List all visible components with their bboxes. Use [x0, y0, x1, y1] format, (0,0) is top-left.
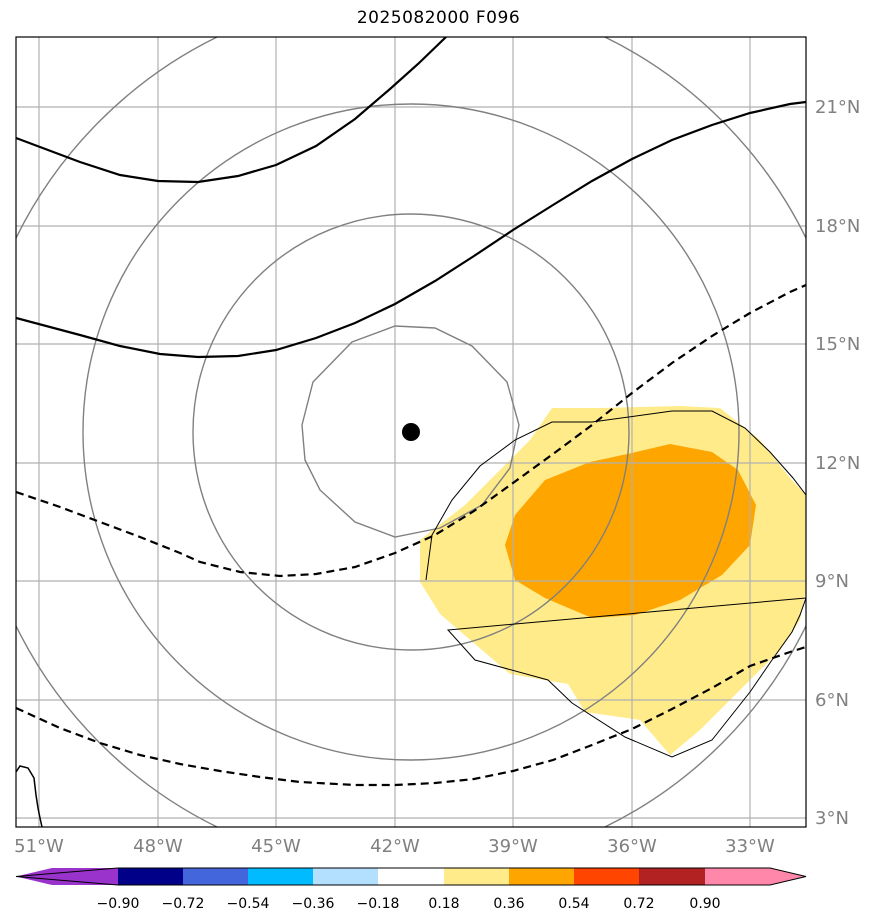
colorbar-segment: [313, 868, 378, 885]
colorbar-tick-label: 0.36: [493, 896, 524, 912]
colorbar-tick-label: 0.90: [689, 896, 720, 912]
colorbar-segment: [118, 868, 183, 885]
colorbar-segment: [378, 868, 444, 885]
colorbar: [15, 867, 807, 886]
colorbar-tick-label: −0.54: [227, 896, 270, 912]
colorbar-segment: [574, 868, 639, 885]
lon-label: 48°W: [133, 836, 183, 857]
colorbar-tick-label: −0.18: [357, 896, 400, 912]
map-frame: [15, 36, 807, 828]
colorbar-segment: [444, 868, 509, 885]
range-ring-2: [192, 213, 630, 651]
lat-label: 3°N: [815, 808, 849, 829]
storm-center-marker: [402, 423, 420, 441]
colorbar-segment: [183, 868, 248, 885]
shading-0.36-0.54: [505, 444, 756, 618]
range-ring-1: [301, 325, 520, 538]
lat-label: 6°N: [815, 690, 849, 711]
colorbar-segment: [639, 868, 705, 885]
colorbar-segment: [16, 868, 118, 885]
colorbar-tick-label: −0.72: [162, 896, 205, 912]
map-title: 2025082000 F096: [356, 8, 521, 28]
gridlines: [16, 37, 806, 827]
range-ring-3: [82, 103, 740, 761]
coastline: [16, 765, 43, 827]
thin-contour: [425, 410, 806, 758]
colorbar-labels: −0.90 −0.72 −0.54 −0.36 −0.18 0.18 0.36 …: [97, 896, 721, 912]
lat-label: 18°N: [815, 216, 860, 237]
colorbar-tick-label: 0.18: [428, 896, 459, 912]
colorbar-segment: [509, 868, 574, 885]
lon-label: 36°W: [607, 836, 657, 857]
lat-label: 12°N: [815, 453, 860, 474]
colorbar-segment: [705, 868, 806, 885]
range-rings: [16, 37, 806, 827]
lon-label: 42°W: [370, 836, 420, 857]
colorbar-tick-label: 0.54: [558, 896, 589, 912]
longitude-labels: 51°W 48°W 45°W 42°W 39°W 36°W 33°W: [14, 836, 775, 857]
lat-label: 15°N: [815, 334, 860, 355]
colorbar-outline: [15, 867, 807, 886]
latitude-labels: 3°N 6°N 9°N 12°N 15°N 18°N 21°N: [815, 97, 860, 829]
dashed-contours: [16, 283, 806, 787]
map-plot-area: [16, 37, 806, 827]
colorbar-tick-label: 0.72: [623, 896, 654, 912]
lon-label: 51°W: [14, 836, 64, 857]
lat-label: 9°N: [815, 571, 849, 592]
lon-label: 39°W: [488, 836, 538, 857]
solid-contours: [16, 37, 806, 359]
lon-label: 33°W: [725, 836, 775, 857]
lat-label: 21°N: [815, 97, 860, 118]
colorbar-tick-label: −0.90: [97, 896, 140, 912]
colorbar-tick-label: −0.36: [292, 896, 335, 912]
colorbar-segment: [248, 868, 313, 885]
lon-label: 45°W: [251, 836, 301, 857]
